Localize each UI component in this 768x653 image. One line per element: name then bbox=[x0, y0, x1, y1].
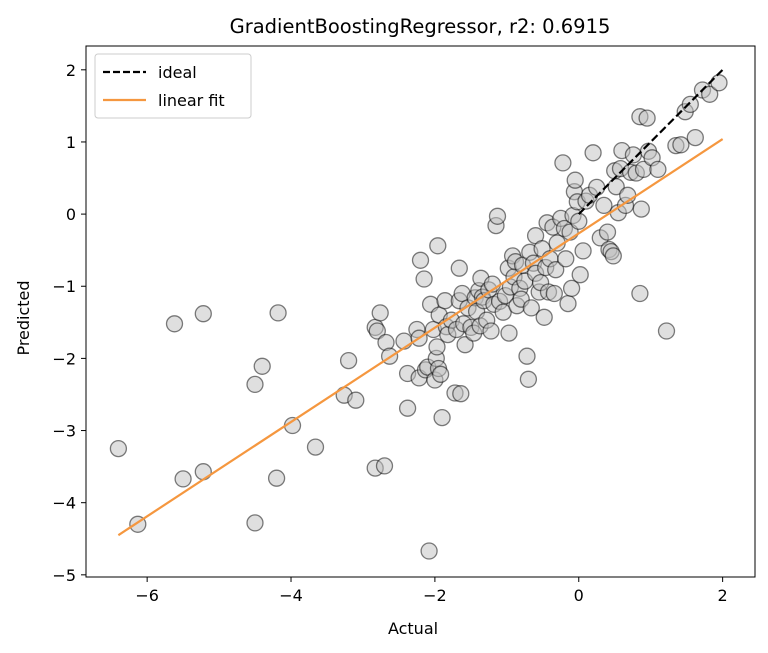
scatter-point bbox=[557, 250, 575, 268]
scatter-point bbox=[574, 242, 592, 260]
scatter-point bbox=[649, 160, 667, 179]
scatter-point bbox=[545, 284, 563, 303]
y-axis-label: Predicted bbox=[14, 280, 33, 355]
x-axis-label: Actual bbox=[388, 619, 438, 638]
x-tick-label: 0 bbox=[574, 586, 584, 605]
scatter-point bbox=[598, 223, 617, 241]
scatter-point bbox=[559, 294, 577, 313]
legend-fit-label: linear fit bbox=[158, 91, 225, 110]
x-tick-label: −4 bbox=[279, 586, 303, 605]
scatter-point bbox=[547, 261, 565, 279]
scatter-point bbox=[638, 109, 656, 127]
x-tick-label: −2 bbox=[423, 586, 447, 605]
scatter-point bbox=[584, 144, 602, 162]
scatter-point bbox=[415, 270, 433, 288]
scatter-point bbox=[554, 154, 572, 172]
scatter-point bbox=[450, 259, 468, 277]
scatter-point bbox=[588, 178, 606, 197]
scatter-point bbox=[452, 385, 470, 403]
scatter-point bbox=[488, 207, 507, 225]
points-layer bbox=[109, 74, 728, 560]
plot-frame bbox=[86, 46, 755, 577]
scatter-point bbox=[429, 237, 447, 255]
plot-border bbox=[85, 45, 756, 578]
chart-title: GradientBoostingRegressor, r2: 0.6915 bbox=[230, 15, 611, 38]
scatter-point bbox=[482, 322, 500, 340]
scatter-point bbox=[686, 128, 704, 147]
x-axis-ticks: −6 −4 −2 0 2 bbox=[135, 577, 728, 605]
y-tick-label: −4 bbox=[52, 494, 76, 513]
scatter-point bbox=[632, 200, 650, 218]
y-tick-label: −3 bbox=[52, 422, 76, 441]
scatter-point bbox=[607, 178, 625, 196]
scatter-point bbox=[672, 136, 690, 154]
scatter-point bbox=[398, 399, 417, 417]
lines-layer bbox=[117, 69, 724, 537]
scatter-point bbox=[194, 463, 212, 481]
scatter-point bbox=[522, 299, 540, 317]
y-tick-label: −5 bbox=[52, 566, 76, 585]
scatter-point bbox=[371, 304, 389, 322]
y-tick-label: 0 bbox=[66, 205, 76, 224]
scatter-point bbox=[519, 370, 538, 388]
y-tick-label: 2 bbox=[66, 61, 76, 80]
scatter-point bbox=[339, 351, 358, 370]
scatter-point bbox=[347, 391, 365, 409]
scatter-point bbox=[535, 308, 553, 326]
scatter-point bbox=[631, 284, 649, 303]
scatter-point bbox=[562, 279, 581, 298]
scatter-point bbox=[657, 322, 676, 340]
scatter-point bbox=[428, 338, 446, 356]
scatter-point bbox=[269, 304, 287, 322]
y-tick-label: 1 bbox=[66, 133, 76, 152]
x-tick-label: 2 bbox=[718, 586, 728, 605]
scatter-point bbox=[267, 469, 286, 487]
scatter-point bbox=[595, 196, 613, 215]
linear-fit-line bbox=[117, 138, 724, 537]
scatter-point bbox=[604, 247, 622, 265]
y-tick-label: −1 bbox=[52, 277, 76, 296]
scatter-point bbox=[174, 470, 192, 488]
legend-box bbox=[94, 53, 252, 119]
scatter-point bbox=[165, 315, 184, 333]
scatter-point bbox=[194, 305, 212, 323]
scatter-point bbox=[246, 514, 264, 532]
scatter-point bbox=[681, 95, 699, 114]
scatter-point bbox=[500, 324, 518, 342]
scatter-point bbox=[710, 74, 728, 92]
scatter-point bbox=[571, 266, 589, 284]
scatter-point bbox=[433, 408, 451, 427]
scatter-point bbox=[306, 438, 325, 456]
y-tick-label: −2 bbox=[52, 349, 76, 368]
scatter-point bbox=[368, 322, 386, 340]
legend: ideal linear fit bbox=[94, 53, 252, 119]
scatter-point bbox=[375, 457, 394, 475]
scatter-point bbox=[411, 251, 430, 269]
scatter-point bbox=[246, 375, 264, 394]
scatter-point bbox=[436, 292, 454, 310]
scatter-point bbox=[109, 439, 128, 458]
plot-area bbox=[85, 45, 756, 578]
scatter-point bbox=[566, 171, 584, 189]
scatter-point bbox=[518, 347, 536, 365]
y-axis-ticks: −5 −4 −3 −2 −1 0 1 2 bbox=[52, 61, 86, 585]
scatter-point bbox=[570, 212, 588, 230]
scatter-point bbox=[431, 365, 450, 383]
scatter-point bbox=[420, 542, 438, 560]
scatter-point bbox=[456, 336, 474, 354]
scatter-point bbox=[701, 85, 719, 103]
scatter-point bbox=[253, 357, 271, 375]
legend-ideal-label: ideal bbox=[158, 63, 197, 82]
x-tick-label: −6 bbox=[135, 586, 159, 605]
